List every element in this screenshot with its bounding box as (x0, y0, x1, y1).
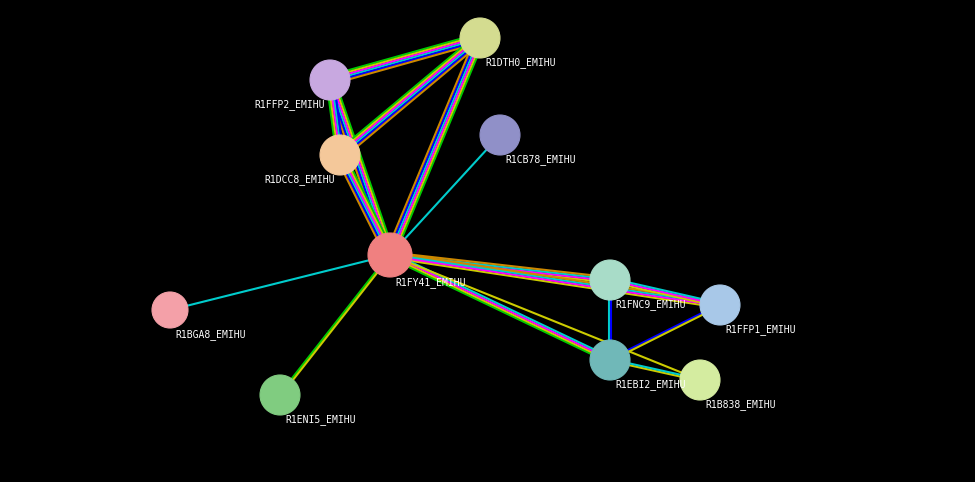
Circle shape (480, 115, 520, 155)
Text: R1B838_EMIHU: R1B838_EMIHU (705, 400, 775, 411)
Text: R1DCC8_EMIHU: R1DCC8_EMIHU (264, 174, 335, 186)
Text: R1EBI2_EMIHU: R1EBI2_EMIHU (615, 379, 685, 390)
Circle shape (310, 60, 350, 100)
Text: R1FY41_EMIHU: R1FY41_EMIHU (395, 278, 465, 288)
Circle shape (460, 18, 500, 58)
Text: R1DTH0_EMIHU: R1DTH0_EMIHU (485, 57, 556, 68)
Text: R1FFP2_EMIHU: R1FFP2_EMIHU (254, 100, 325, 110)
Circle shape (700, 285, 740, 325)
Circle shape (320, 135, 360, 175)
Text: R1FNC9_EMIHU: R1FNC9_EMIHU (615, 299, 685, 310)
Text: R1CB78_EMIHU: R1CB78_EMIHU (505, 155, 575, 165)
Circle shape (260, 375, 300, 415)
Text: R1FFP1_EMIHU: R1FFP1_EMIHU (725, 324, 796, 335)
Circle shape (152, 292, 188, 328)
Circle shape (590, 340, 630, 380)
Circle shape (680, 360, 720, 400)
Text: R1BGA8_EMIHU: R1BGA8_EMIHU (175, 330, 246, 340)
Circle shape (368, 233, 412, 277)
Circle shape (590, 260, 630, 300)
Text: R1ENI5_EMIHU: R1ENI5_EMIHU (285, 415, 356, 426)
